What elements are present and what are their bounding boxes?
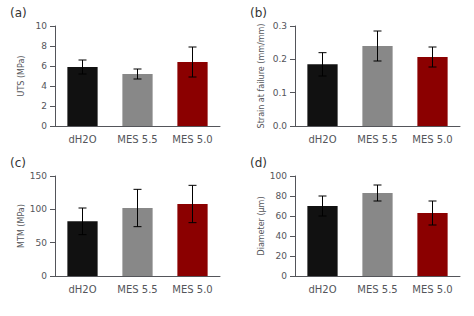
svg-text:8: 8 bbox=[41, 41, 47, 51]
svg-text:(a): (a) bbox=[10, 6, 27, 20]
svg-text:20: 20 bbox=[276, 251, 288, 261]
svg-text:MES 5.0: MES 5.0 bbox=[412, 284, 452, 295]
svg-text:60: 60 bbox=[276, 211, 288, 221]
svg-text:80: 80 bbox=[276, 191, 288, 201]
svg-text:100: 100 bbox=[30, 204, 47, 214]
svg-text:Diameter (μm): Diameter (μm) bbox=[257, 196, 266, 255]
svg-text:(d): (d) bbox=[250, 156, 267, 170]
svg-text:0: 0 bbox=[41, 121, 47, 131]
svg-text:10: 10 bbox=[36, 21, 48, 31]
svg-text:dH2O: dH2O bbox=[68, 284, 96, 295]
svg-text:(c): (c) bbox=[10, 156, 26, 170]
svg-text:MES 5.0: MES 5.0 bbox=[412, 134, 452, 145]
svg-text:dH2O: dH2O bbox=[308, 284, 336, 295]
svg-text:2: 2 bbox=[41, 101, 47, 111]
svg-text:100: 100 bbox=[270, 171, 287, 181]
svg-text:6: 6 bbox=[41, 61, 47, 71]
svg-text:dH2O: dH2O bbox=[68, 134, 96, 145]
svg-text:MES 5.5: MES 5.5 bbox=[357, 284, 397, 295]
svg-text:0: 0 bbox=[41, 271, 47, 281]
svg-text:MTM (MPa): MTM (MPa) bbox=[17, 204, 26, 248]
svg-text:Strain at failure (mm/mm): Strain at failure (mm/mm) bbox=[257, 24, 266, 129]
svg-text:0.2: 0.2 bbox=[273, 54, 287, 64]
svg-text:MES 5.5: MES 5.5 bbox=[357, 134, 397, 145]
svg-text:0.1: 0.1 bbox=[273, 88, 287, 98]
svg-text:0.0: 0.0 bbox=[273, 121, 288, 131]
svg-text:150: 150 bbox=[30, 171, 47, 181]
svg-text:dH2O: dH2O bbox=[308, 134, 336, 145]
svg-text:0.3: 0.3 bbox=[273, 21, 287, 31]
svg-text:(b): (b) bbox=[250, 6, 267, 20]
svg-text:50: 50 bbox=[36, 238, 48, 248]
svg-text:MES 5.0: MES 5.0 bbox=[172, 284, 212, 295]
svg-text:0: 0 bbox=[281, 271, 287, 281]
svg-text:UTS (MPa): UTS (MPa) bbox=[17, 56, 26, 97]
svg-text:MES 5.5: MES 5.5 bbox=[117, 134, 157, 145]
svg-text:MES 5.0: MES 5.0 bbox=[172, 134, 212, 145]
svg-text:4: 4 bbox=[41, 81, 47, 91]
svg-text:40: 40 bbox=[276, 231, 288, 241]
svg-text:MES 5.5: MES 5.5 bbox=[117, 284, 157, 295]
